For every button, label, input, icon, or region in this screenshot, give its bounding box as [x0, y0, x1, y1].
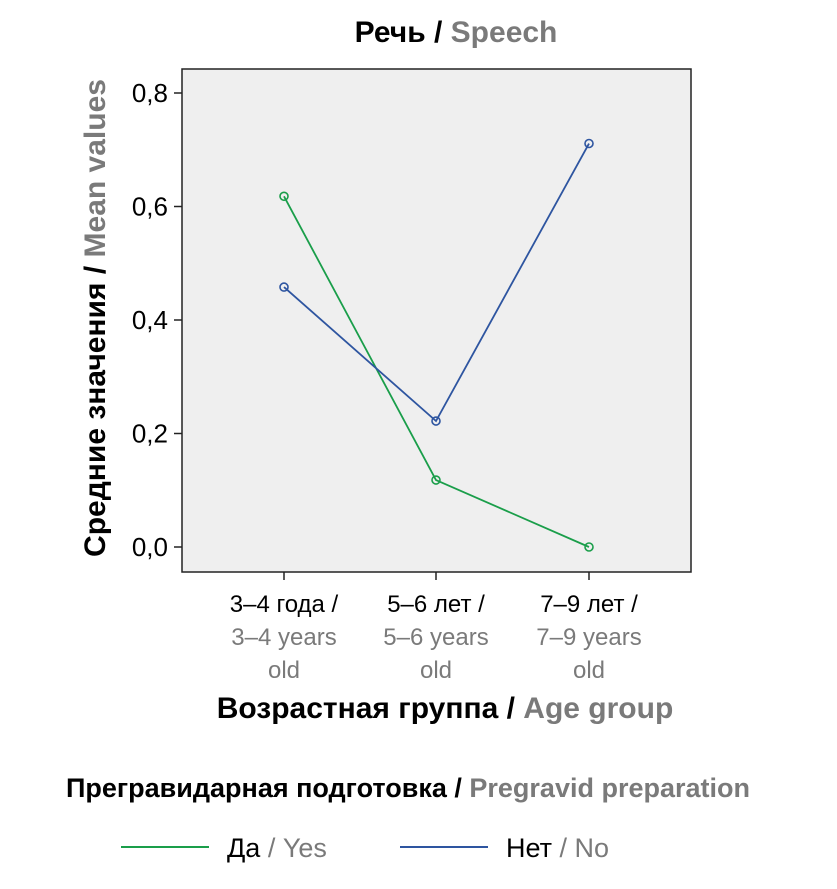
legend-label-yes-ru: Да — [227, 833, 261, 863]
y-tick-label: 0,4 — [132, 305, 168, 335]
x-axis: 3–4 года / 3–4 years old 5–6 лет / 5–6 years… — [230, 572, 642, 684]
legend-label-no: Нет / No — [506, 833, 609, 863]
chart-title-en: Speech — [451, 16, 558, 49]
x-tick-label-en: 5–6 years — [383, 624, 488, 651]
data-point-no — [279, 282, 289, 292]
y-tick-label: 0,2 — [132, 419, 168, 449]
y-axis: 0,0 0,2 0,4 0,6 0,8 — [132, 78, 182, 562]
x-axis-title-en: Age group — [523, 692, 673, 725]
y-axis-title-ru: Средние значения — [79, 282, 112, 556]
data-point-no — [584, 138, 594, 149]
legend-label-yes: Да / Yes — [227, 833, 327, 863]
chart-title-separator: / — [426, 16, 451, 49]
legend-title-en: Pregravid preparation — [469, 773, 750, 803]
data-point-no — [431, 416, 441, 426]
x-axis-title-separator: / — [498, 692, 523, 725]
legend-label-no-separator: / — [552, 833, 575, 863]
x-tick-label-en: 7–9 years — [536, 624, 641, 651]
x-tick-label-en: 3–4 years — [231, 624, 336, 651]
legend: Прегравидарная подготовка / Pregravid pr… — [66, 773, 750, 863]
y-axis-title-en: Mean values — [79, 79, 112, 257]
plot-area — [181, 68, 692, 573]
x-axis-title: Возрастная группа / Age group — [217, 692, 674, 725]
x-axis-title-ru: Возрастная группа — [217, 692, 499, 725]
x-tick-label-en-old: old — [573, 657, 605, 684]
series-layer — [279, 138, 594, 552]
legend-label-yes-en: Yes — [283, 833, 327, 863]
y-axis-title: Средние значения / Mean values — [79, 79, 112, 557]
legend-label-yes-separator: / — [260, 833, 283, 863]
series-line-no — [283, 143, 590, 423]
legend-title: Прегравидарная подготовка / Pregravid pr… — [66, 773, 750, 803]
legend-title-ru: Прегравидарная подготовка — [66, 773, 448, 803]
legend-title-separator: / — [447, 773, 470, 803]
x-tick-label-en-old: old — [420, 657, 452, 684]
x-tick-label-ru: 3–4 года / — [230, 591, 339, 618]
legend-label-no-en: No — [575, 833, 610, 863]
x-tick-label-ru: 7–9 лет / — [540, 591, 638, 618]
y-axis-title-separator: / — [79, 257, 112, 282]
legend-label-no-ru: Нет — [506, 833, 552, 863]
chart-title-ru: Речь — [355, 16, 426, 49]
y-tick-label: 0,0 — [132, 532, 168, 562]
x-tick-label-ru: 5–6 лет / — [387, 591, 485, 618]
chart-title: Речь / Speech — [355, 16, 558, 49]
y-tick-label: 0,6 — [132, 192, 168, 222]
x-tick-label-en-old: old — [268, 657, 300, 684]
series-line-yes — [283, 195, 590, 548]
data-point-yes — [584, 542, 594, 552]
data-point-yes — [431, 475, 441, 485]
y-tick-label: 0,8 — [132, 78, 168, 108]
data-point-yes — [279, 191, 289, 202]
